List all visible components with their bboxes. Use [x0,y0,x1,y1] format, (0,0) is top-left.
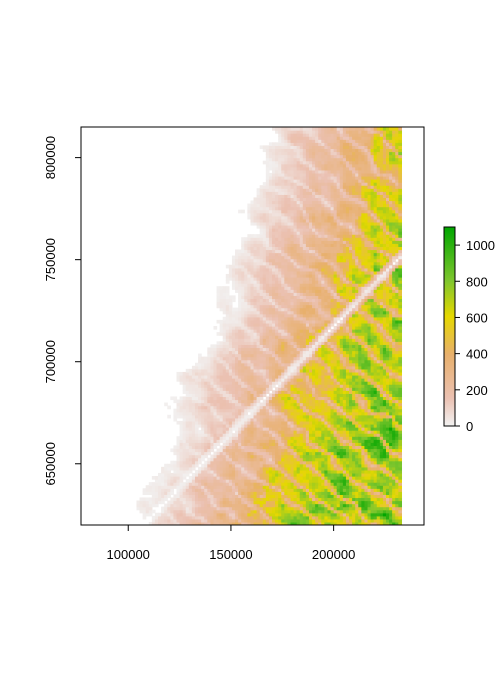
raster-cell [213,326,217,330]
raster-cell [241,210,245,214]
raster-cell [167,415,171,419]
raster-cell [167,406,171,410]
raster-cell [232,295,236,299]
elevation-raster [136,127,402,526]
raster-cell [226,286,230,290]
